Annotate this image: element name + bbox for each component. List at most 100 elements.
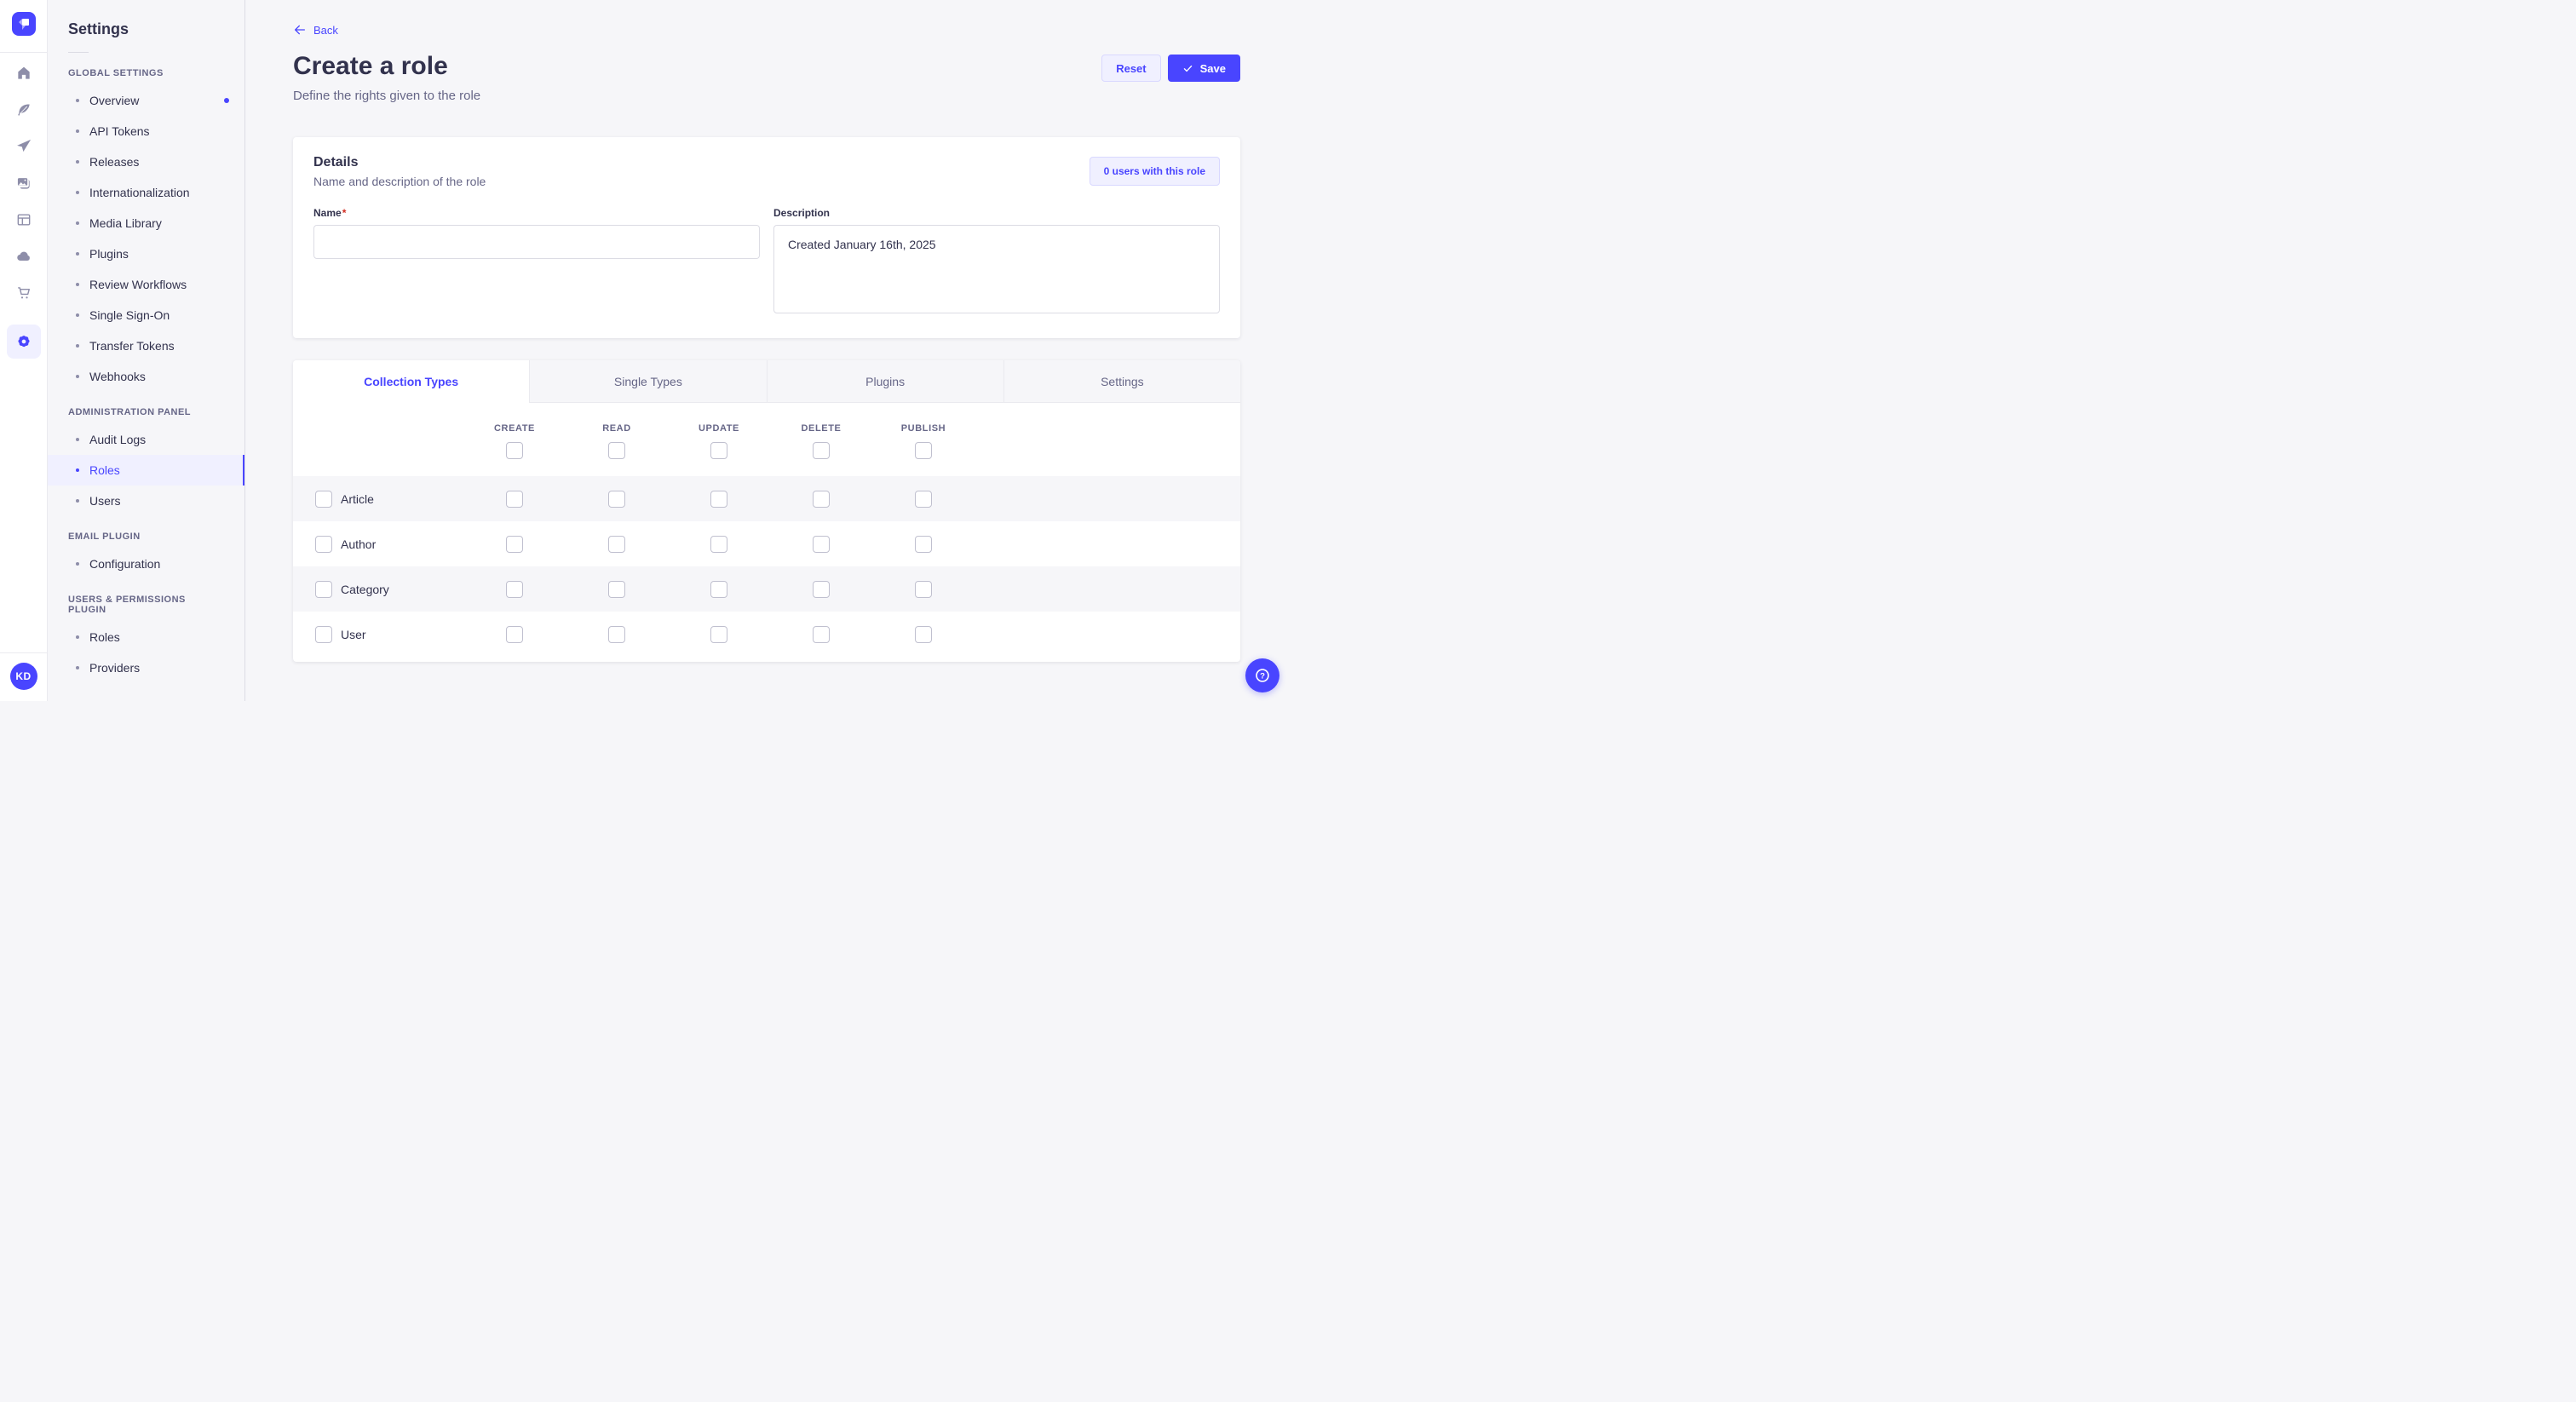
checkbox-row-author[interactable] [315,535,332,553]
checkbox-select-all-read[interactable] [608,442,625,459]
app-root: KD Settings GLOBAL SETTINGS Overview API T… [0,0,1288,701]
checkbox-category-read[interactable] [608,580,625,598]
checkbox-row-category[interactable] [315,580,332,598]
checkbox-select-all-update[interactable] [710,442,727,459]
marketplace-cart-icon[interactable] [15,284,32,302]
back-link[interactable]: Back [293,23,338,37]
checkbox-user-read[interactable] [608,625,625,643]
cloud-icon[interactable] [15,248,32,265]
checkbox-article-create[interactable] [506,490,523,508]
tab-plugins[interactable]: Plugins [766,360,1003,403]
page-title: Create a role [293,52,448,80]
checkbox-article-update[interactable] [710,490,727,508]
bullet-icon [76,313,79,317]
row-cb-cell-create [463,535,566,553]
layout-panel-icon[interactable] [15,211,32,228]
checkbox-article-delete[interactable] [813,490,830,508]
sidebar-section-list: Roles Providers [48,622,244,683]
bullet-icon [76,252,79,256]
sidebar-item-label: Single Sign-On [89,308,170,322]
row-cb-cell-read [566,490,668,508]
sidebar-item-configuration[interactable]: Configuration [48,549,244,579]
row-label-cell: User [293,625,463,643]
tab-settings[interactable]: Settings [1003,360,1240,403]
sidebar-item-review-workflows[interactable]: Review Workflows [48,269,244,300]
checkbox-select-all-delete[interactable] [813,442,830,459]
details-subtitle: Name and description of the role [313,175,486,188]
name-label-text: Name [313,207,342,219]
sidebar-item-releases[interactable]: Releases [48,147,244,177]
permissions-header-filler [975,423,1240,459]
strapi-logo-icon[interactable] [11,12,36,36]
settings-gear-icon[interactable] [6,325,41,359]
row-cb-cell-publish [872,625,975,643]
sidebar-item-roles[interactable]: Roles [48,622,244,652]
sidebar-item-label: API Tokens [89,124,150,138]
media-library-icon[interactable] [15,175,32,192]
sidebar-item-audit-logs[interactable]: Audit Logs [48,424,244,455]
reset-button[interactable]: Reset [1101,55,1161,82]
sidebar-item-api-tokens[interactable]: API Tokens [48,116,244,147]
user-avatar[interactable]: KD [9,663,37,690]
users-with-role-badge[interactable]: 0 users with this role [1089,157,1220,186]
home-icon[interactable] [15,65,32,82]
checkbox-author-read[interactable] [608,535,625,553]
row-label: Author [341,537,377,551]
permissions-column-create: CREATE [463,423,566,459]
checkbox-user-create[interactable] [506,625,523,643]
bullet-icon [76,283,79,286]
sidebar-section-list: Overview API Tokens Releases Internationali… [48,85,244,392]
bullet-icon [76,191,79,194]
checkbox-author-create[interactable] [506,535,523,553]
checkbox-category-delete[interactable] [813,580,830,598]
sidebar-item-providers[interactable]: Providers [48,652,244,683]
checkbox-user-publish[interactable] [915,625,932,643]
row-cb-cell-publish [872,490,975,508]
checkbox-select-all-publish[interactable] [915,442,932,459]
question-mark-icon: ? [1256,669,1269,682]
checkbox-article-publish[interactable] [915,490,932,508]
description-field-group: Description Created January 16th, 2025 [773,207,1220,318]
main-content: Back Create a role Define the rights giv… [245,0,1288,701]
rail-icon-list [6,65,41,359]
sidebar-item-transfer-tokens[interactable]: Transfer Tokens [48,330,244,361]
tab-collection-types[interactable]: Collection Types [293,360,530,403]
checkbox-category-publish[interactable] [915,580,932,598]
content-type-builder-feather-icon[interactable] [15,101,32,118]
sidebar-section-label: GLOBAL SETTINGS [68,68,164,78]
sidebar-item-roles[interactable]: Roles [48,455,244,486]
sidebar-item-overview[interactable]: Overview [48,85,244,116]
checkbox-user-delete[interactable] [813,625,830,643]
checkbox-author-update[interactable] [710,535,727,553]
checkbox-row-user[interactable] [315,625,332,643]
checkbox-select-all-create[interactable] [506,442,523,459]
checkbox-author-delete[interactable] [813,535,830,553]
checkbox-user-update[interactable] [710,625,727,643]
deploy-send-icon[interactable] [15,138,32,155]
sidebar-item-users[interactable]: Users [48,486,244,516]
sidebar-item-internationalization[interactable]: Internationalization [48,177,244,208]
bullet-icon [76,438,79,441]
tab-single-types[interactable]: Single Types [529,360,767,403]
save-button-label: Save [1199,61,1226,75]
checkbox-author-publish[interactable] [915,535,932,553]
sidebar-item-webhooks[interactable]: Webhooks [48,361,244,392]
rail-bottom-divider [0,652,48,653]
sidebar-item-label: Releases [89,155,140,169]
checkbox-category-create[interactable] [506,580,523,598]
checkbox-category-update[interactable] [710,580,727,598]
permissions-column-read: READ [566,423,668,459]
checkbox-article-read[interactable] [608,490,625,508]
row-label-cell: Category [293,580,463,598]
sidebar-item-media-library[interactable]: Media Library [48,208,244,238]
save-button[interactable]: Save [1167,55,1240,82]
role-description-textarea[interactable]: Created January 16th, 2025 [773,225,1220,313]
strapi-logo-glyph [18,19,29,30]
role-name-input[interactable] [313,225,760,259]
row-label-cell: Article [293,490,463,508]
help-button[interactable]: ? [1245,658,1279,692]
sidebar-item-single-sign-on[interactable]: Single Sign-On [48,300,244,330]
page-header-text: Create a role Define the rights given to… [293,52,480,103]
checkbox-row-article[interactable] [315,490,332,508]
sidebar-item-plugins[interactable]: Plugins [48,238,244,269]
